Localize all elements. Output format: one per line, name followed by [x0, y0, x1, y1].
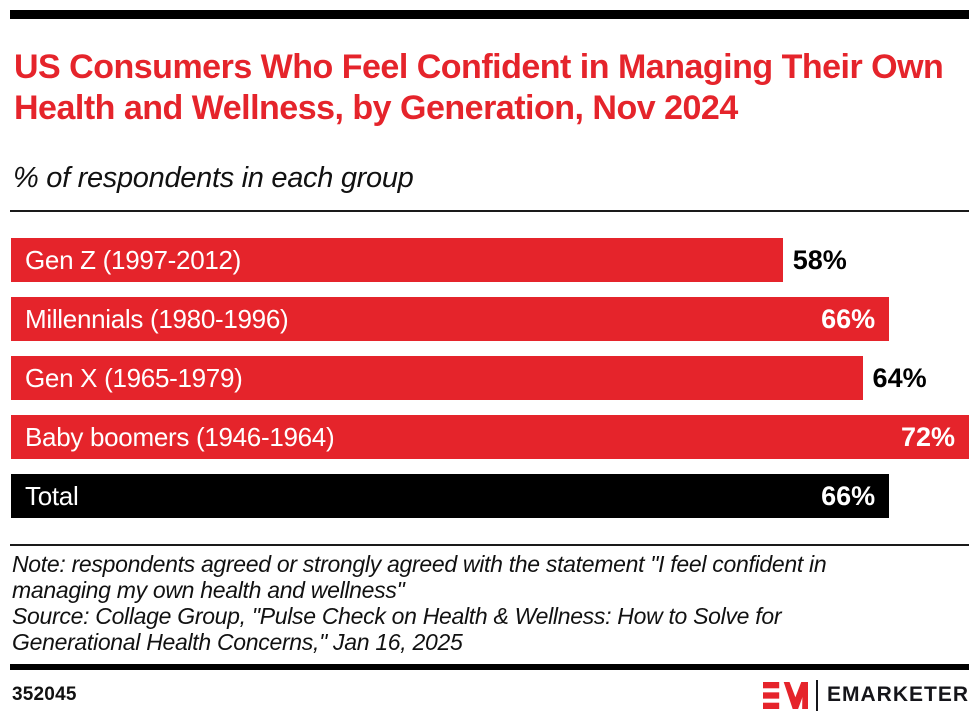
bar-row: Total 66%	[11, 474, 969, 518]
bar-value-label-inside: 72%	[900, 421, 955, 452]
bar-value-label-inside: 66%	[821, 303, 876, 334]
bar-category-label: Gen Z (1997-2012)	[25, 244, 242, 275]
top-accent-bar	[10, 10, 969, 19]
bottom-accent-bar	[10, 664, 969, 670]
bar-category-label: Baby boomers (1946-1964)	[25, 421, 335, 452]
bar-value-label-outside: 64%	[872, 362, 927, 393]
bar: Millennials (1980-1996) 66%	[11, 297, 890, 341]
bar-row: Millennials (1980-1996) 66%	[11, 297, 969, 341]
bar-category-label: Total	[25, 480, 79, 511]
footnote-block: Note: respondents agreed or strongly agr…	[12, 551, 912, 655]
bar-row: Baby boomers (1946-1964) 72%	[11, 415, 969, 459]
bar-chart: Gen Z (1997-2012) 58% Millennials (1980-…	[11, 238, 969, 533]
bar-category-label: Millennials (1980-1996)	[25, 303, 289, 334]
emarketer-wordmark: EMARKETER	[826, 683, 969, 706]
footer: 352045 EMARKETER	[12, 676, 969, 714]
source-text: Source: Collage Group, "Pulse Check on H…	[12, 603, 782, 655]
bar: Baby boomers (1946-1964) 72%	[11, 415, 969, 459]
bar: Total 66%	[11, 474, 890, 518]
divider-line-top	[10, 210, 969, 212]
note-text: Note: respondents agreed or strongly agr…	[12, 551, 827, 603]
chart-id: 352045	[12, 684, 77, 705]
bar: Gen Z (1997-2012)	[11, 238, 783, 282]
emarketer-logo: EMARKETER	[762, 679, 969, 711]
em-logo-icon	[762, 681, 808, 709]
divider-line-note	[10, 544, 969, 546]
bar-category-label: Gen X (1965-1979)	[25, 362, 243, 393]
bar: Gen X (1965-1979)	[11, 356, 863, 400]
logo-divider	[815, 679, 818, 711]
chart-title: US Consumers Who Feel Confident in Manag…	[14, 47, 944, 127]
bar-row: Gen Z (1997-2012) 58%	[11, 238, 969, 282]
bar-row: Gen X (1965-1979) 64%	[11, 356, 969, 400]
chart-subtitle: % of respondents in each group	[13, 162, 414, 194]
bar-value-label-inside: 66%	[821, 480, 876, 511]
bar-value-label-outside: 58%	[792, 244, 847, 275]
